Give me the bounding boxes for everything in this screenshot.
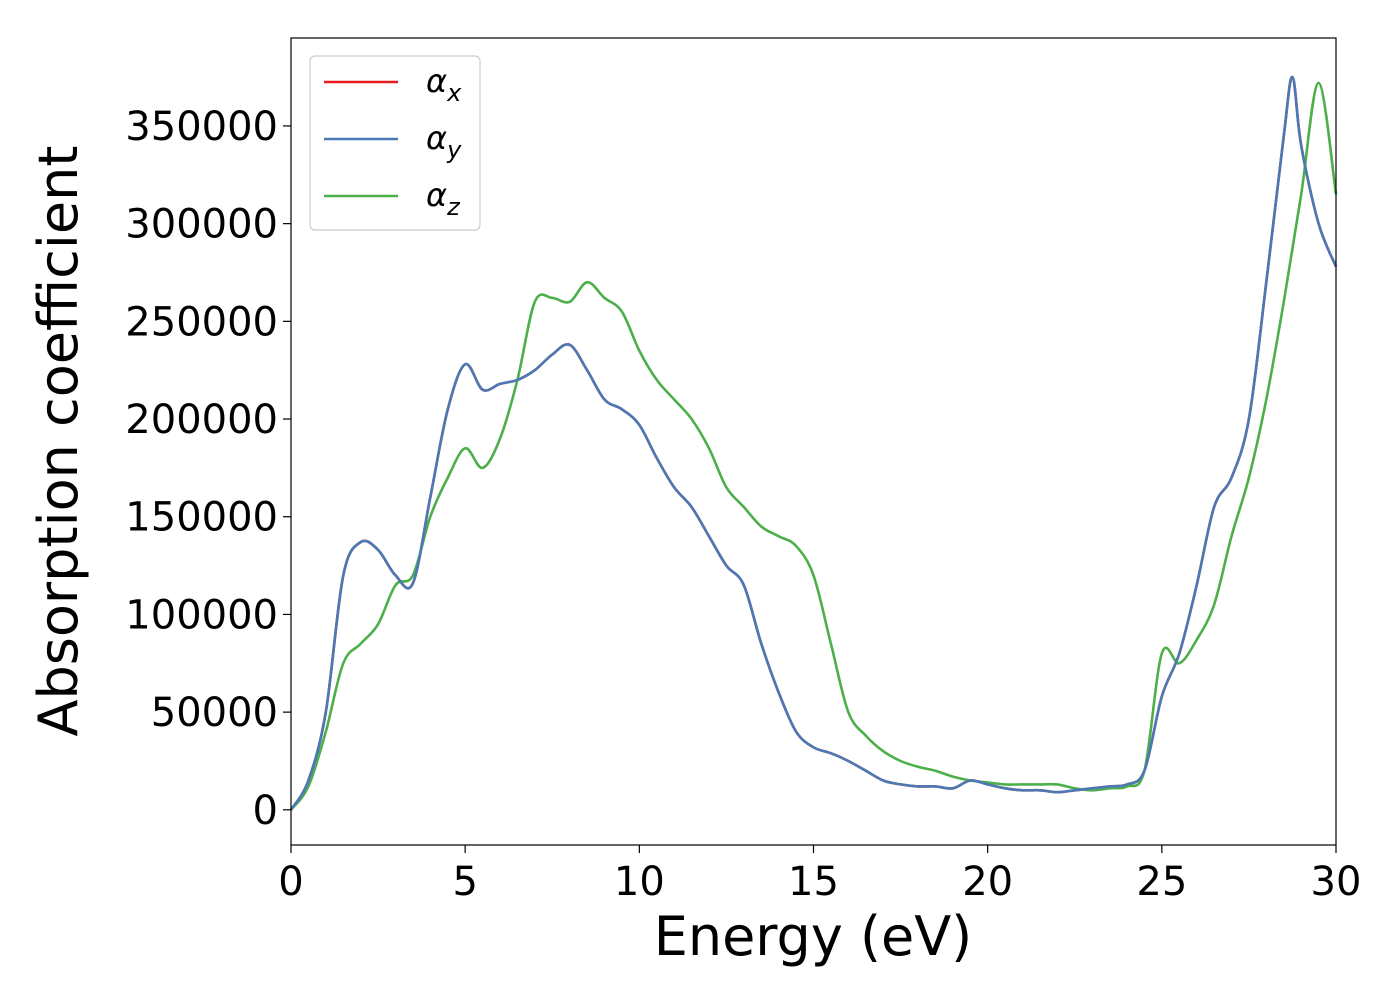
series-line-z bbox=[289, 81, 1338, 811]
x-tick-label: 25 bbox=[1136, 859, 1187, 905]
legend-label-x: αx bbox=[426, 62, 462, 107]
x-tick-label: 0 bbox=[278, 859, 303, 905]
y-tick-label: 250000 bbox=[125, 299, 278, 345]
y-tick-label: 100000 bbox=[125, 592, 278, 638]
x-tick-label: 30 bbox=[1311, 859, 1362, 905]
x-axis: 0 5 10 15 20 25 30 bbox=[278, 845, 1361, 905]
y-tick-label: 200000 bbox=[125, 397, 278, 443]
y-tick-label: 0 bbox=[253, 788, 278, 834]
legend-label-y: αy bbox=[426, 119, 462, 164]
y-tick-label: 300000 bbox=[125, 202, 278, 248]
y-axis-title: Absorption coefficient bbox=[27, 146, 90, 737]
series-line-y bbox=[289, 75, 1338, 811]
legend-label-z: αz bbox=[426, 176, 461, 221]
y-tick-label: 150000 bbox=[125, 495, 278, 541]
series-layer bbox=[289, 75, 1338, 811]
legend-box bbox=[309, 55, 481, 231]
y-axis: 0 50000 100000 150000 200000 250000 300000 3500… bbox=[125, 104, 291, 834]
x-tick-label: 15 bbox=[788, 859, 839, 905]
x-axis-title: Energy (eV) bbox=[654, 905, 973, 968]
x-tick-label: 20 bbox=[962, 859, 1013, 905]
legend: αx αy αz bbox=[309, 55, 481, 231]
x-tick-label: 5 bbox=[452, 859, 477, 905]
y-tick-label: 350000 bbox=[125, 104, 278, 150]
x-tick-label: 10 bbox=[614, 859, 665, 905]
y-tick-label: 50000 bbox=[151, 690, 278, 736]
